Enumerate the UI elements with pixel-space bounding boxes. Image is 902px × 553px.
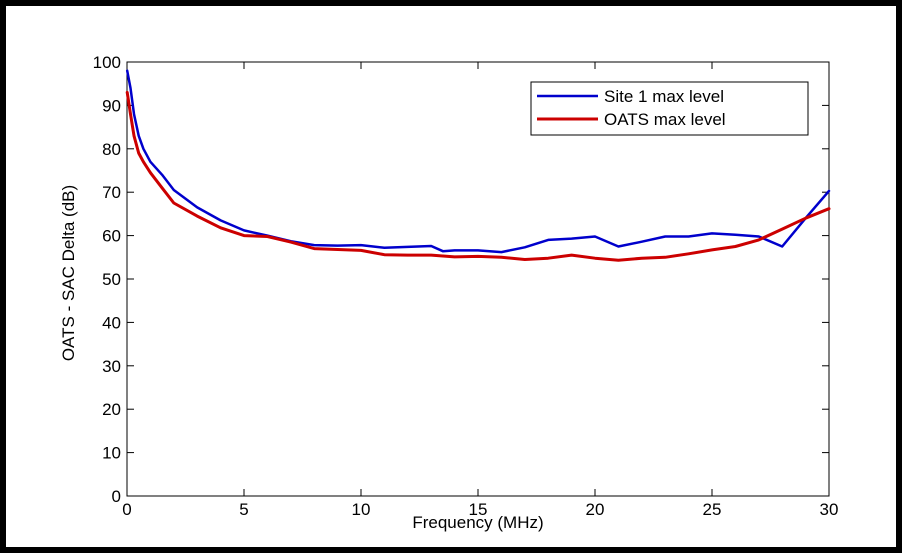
series-line-site1 bbox=[125, 69, 831, 254]
y-tick-label: 20 bbox=[102, 400, 121, 419]
y-tick-label: 90 bbox=[102, 96, 121, 115]
series-lines bbox=[125, 69, 831, 262]
y-tick-label: 70 bbox=[102, 183, 121, 202]
x-axis-label: Frequency (MHz) bbox=[412, 513, 543, 532]
legend-label-site1: Site 1 max level bbox=[604, 87, 724, 106]
legend-label-oats: OATS max level bbox=[604, 110, 726, 129]
y-tick-label: 50 bbox=[102, 270, 121, 289]
y-tick-label: 100 bbox=[93, 53, 121, 72]
x-tick-label: 20 bbox=[586, 500, 605, 519]
y-tick-label: 40 bbox=[102, 313, 121, 332]
x-tick-label: 30 bbox=[820, 500, 839, 519]
tick-labels: 0 5 10 15 20 25 30 0 10 20 30 40 50 60 70 80 90 100 bbox=[93, 53, 839, 519]
x-tick-label: 15 bbox=[469, 500, 488, 519]
y-tick-label: 10 bbox=[102, 444, 121, 463]
y-tick-label: 60 bbox=[102, 227, 121, 246]
x-tick-label: 5 bbox=[239, 500, 248, 519]
x-tick-label: 10 bbox=[352, 500, 371, 519]
y-tick-label: 0 bbox=[112, 487, 121, 506]
legend: Site 1 max level OATS max level bbox=[530, 81, 809, 136]
y-axis-label: OATS - SAC Delta (dB) bbox=[59, 185, 78, 361]
x-tick-label: 25 bbox=[703, 500, 722, 519]
series-line-oats bbox=[125, 90, 831, 262]
y-tick-label: 30 bbox=[102, 357, 121, 376]
x-tick-label: 0 bbox=[122, 500, 131, 519]
y-tick-label: 80 bbox=[102, 140, 121, 159]
legend-box bbox=[530, 81, 809, 136]
